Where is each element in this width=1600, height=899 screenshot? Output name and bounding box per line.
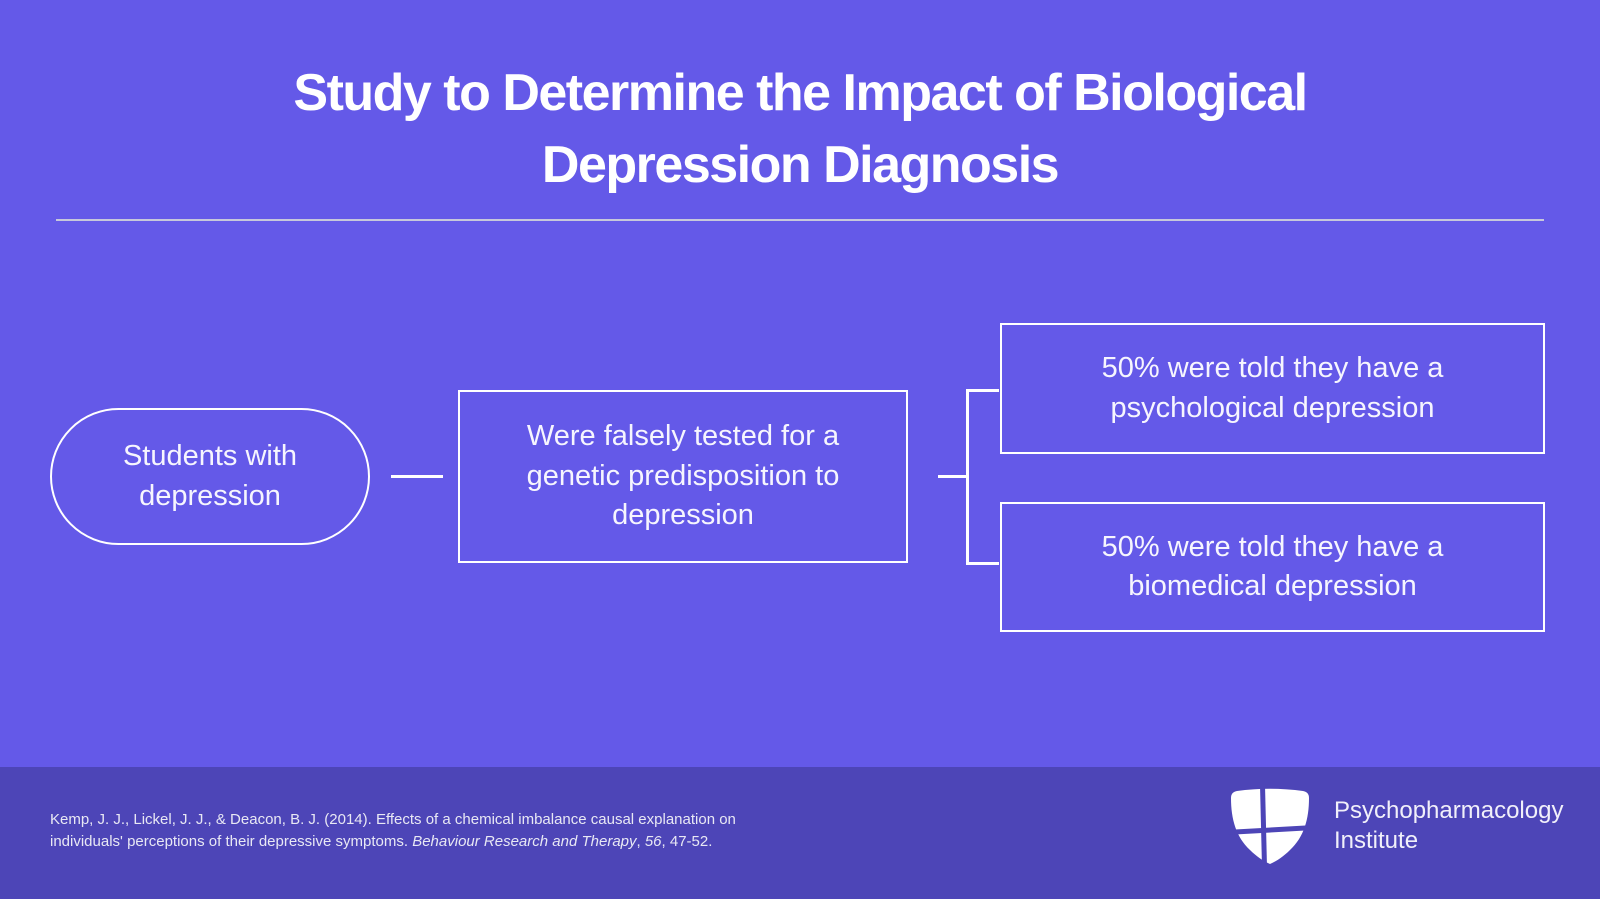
- citation-separator: ,: [636, 832, 645, 850]
- connector-pill-to-process: [391, 475, 443, 478]
- bracket-arm-bottom: [966, 562, 999, 565]
- citation-journal: Behaviour Research and Therapy: [412, 832, 637, 850]
- footer-bar: Kemp, J. J., Lickel, J. J., & Deacon, B.…: [0, 767, 1600, 899]
- outcome-node-psychological: 50% were told they have a psychological …: [1000, 323, 1545, 454]
- bracket-vertical-line: [966, 389, 969, 565]
- connector-process-to-bracket: [938, 475, 968, 478]
- shield-cross-icon: [1228, 787, 1312, 865]
- outcome-biomedical-label: 50% were told they have a biomedical dep…: [1101, 530, 1444, 602]
- citation: Kemp, J. J., Lickel, J. J., & Deacon, B.…: [50, 809, 770, 853]
- logo-name-line2: Institute: [1334, 827, 1419, 854]
- logo: Psychopharmacology Institute: [1228, 787, 1563, 865]
- citation-pages: , 47-52.: [661, 832, 713, 850]
- students-node-label: Students with depression: [122, 440, 298, 512]
- outcome-psychological-label: 50% were told they have a psychological …: [1101, 352, 1444, 424]
- citation-volume: 56: [644, 832, 662, 850]
- outcome-node-biomedical: 50% were told they have a biomedical dep…: [1000, 502, 1545, 632]
- citation-line1: Kemp, J. J., Lickel, J. J., & Deacon, B.…: [50, 811, 736, 828]
- process-node: Were falsely tested for a genetic predis…: [458, 390, 908, 563]
- logo-text: Psychopharmacology Institute: [1334, 796, 1563, 857]
- students-node: Students with depression: [50, 408, 370, 545]
- bracket-arm-top: [966, 389, 999, 392]
- title-divider: [56, 219, 1544, 221]
- citation-line2: individuals' perceptions of their depres…: [50, 832, 413, 850]
- process-node-label: Were falsely tested for a genetic predis…: [526, 420, 840, 532]
- logo-name-line1: Psychopharmacology: [1334, 796, 1564, 824]
- slide-title: Study to Determine the Impact of Biologi…: [293, 64, 1308, 194]
